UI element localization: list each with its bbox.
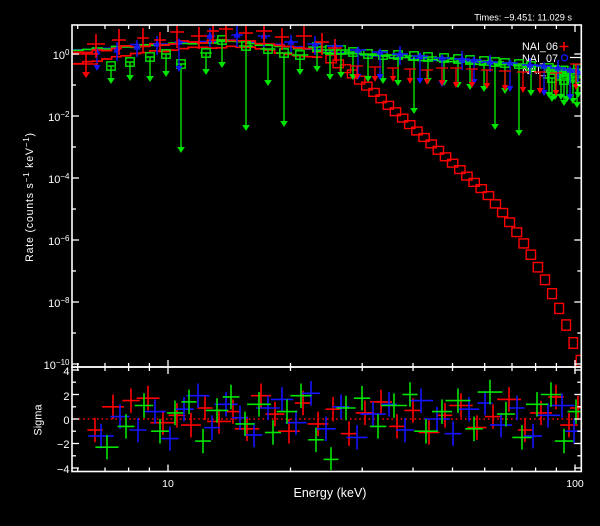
svg-text:4: 4 [63, 366, 69, 378]
svg-text:100: 100 [566, 478, 584, 490]
svg-text:−2: −2 [57, 439, 70, 451]
svg-text:Energy (keV): Energy (keV) [294, 486, 367, 500]
svg-text:0: 0 [63, 415, 69, 427]
svg-text:2: 2 [63, 391, 69, 403]
svg-text:Times: −9.451: 11.029 s: Times: −9.451: 11.029 s [474, 13, 572, 23]
svg-text:−4: −4 [57, 464, 70, 476]
svg-text:Sigma: Sigma [33, 404, 45, 436]
svg-text:Rate (counts s−1 keV−1): Rate (counts s−1 keV−1) [22, 132, 36, 262]
svg-text:10: 10 [162, 478, 174, 490]
svg-text:NAI_06: NAI_06 [522, 41, 558, 53]
